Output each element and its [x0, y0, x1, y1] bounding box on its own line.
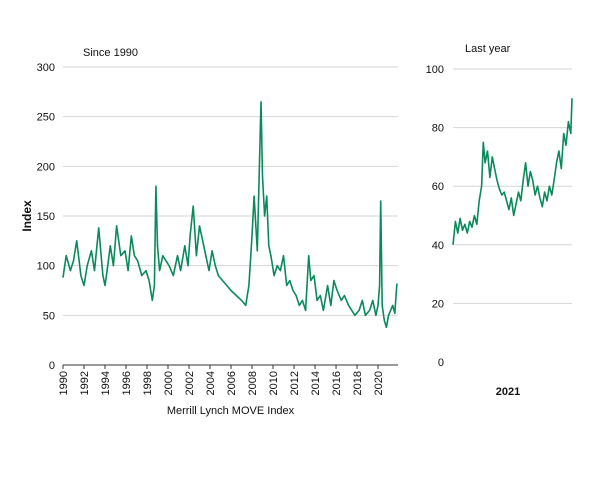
left-y-tick-label: 200 — [37, 161, 55, 173]
left-x-tick-label: 1992 — [79, 371, 91, 395]
left-x-tick-label: 2012 — [289, 371, 301, 395]
right-y-tick-label: 100 — [426, 64, 444, 76]
right-series-line — [452, 98, 573, 245]
left-subtitle: Since 1990 — [83, 47, 138, 59]
left-x-tick-label: 2020 — [373, 371, 385, 395]
right-y-tick-label: 80 — [432, 123, 444, 135]
left-x-axis-title: Merrill Lynch MOVE Index — [167, 405, 295, 417]
right-chart: 0 20 40 60 80 100 Last year 2021 — [426, 43, 573, 398]
right-y-tick-label: 40 — [432, 240, 444, 252]
left-x-tick-label: 2006 — [226, 371, 238, 395]
left-y-tick-label: 0 — [49, 360, 55, 372]
left-x-tick-label: 2000 — [163, 371, 175, 395]
right-x-axis-title: 2021 — [496, 386, 520, 398]
left-x-tick-label: 2010 — [268, 371, 280, 395]
left-x-tick-label: 2018 — [352, 371, 364, 395]
left-x-tick-label: 2008 — [247, 371, 259, 395]
right-y-tick-label: 20 — [432, 298, 444, 310]
left-x-tick-label: 1990 — [58, 371, 70, 395]
left-x-tick-label: 2016 — [331, 371, 343, 395]
left-series-line — [62, 101, 398, 329]
left-y-tick-label: 250 — [37, 112, 55, 124]
left-x-tick-label: 1994 — [100, 371, 112, 395]
left-y-tick-label: 300 — [37, 62, 55, 74]
right-subtitle: Last year — [465, 43, 511, 55]
right-y-tick-label: 60 — [432, 181, 444, 193]
left-x-tick-label: 1996 — [121, 371, 133, 395]
left-chart: 0 50 100 150 200 250 300 1990 1992 1994 1996 1998 20… — [20, 47, 398, 417]
left-x-tick-label: 1998 — [142, 371, 154, 395]
left-y-tick-label: 50 — [43, 310, 55, 322]
left-x-tick-label: 2014 — [310, 371, 322, 395]
left-y-tick-label: 150 — [37, 211, 55, 223]
right-y-tick-label: 0 — [438, 357, 444, 369]
left-y-tick-label: 100 — [37, 261, 55, 273]
left-x-tick-label: 2002 — [184, 371, 196, 395]
left-y-axis-title: Index — [20, 200, 34, 232]
left-x-tick-label: 2004 — [205, 371, 217, 395]
